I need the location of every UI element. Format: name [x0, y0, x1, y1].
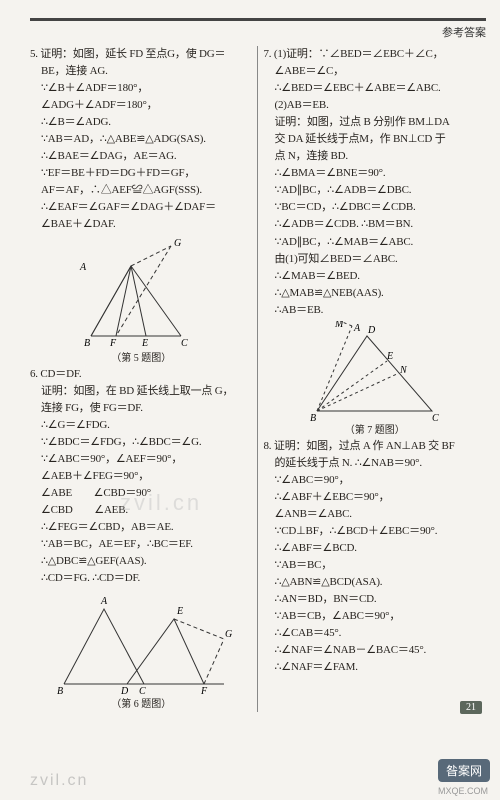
p7-l11: 由(1)可知∠BED＝∠ABC. — [275, 251, 487, 268]
header-rule — [30, 18, 486, 21]
header-title: 参考答案 — [30, 24, 486, 40]
p6-l2: ∴∠G＝∠FDG. — [41, 417, 253, 434]
p7-l12: ∴∠MAB＝∠BED. — [275, 268, 487, 285]
svg-text:B: B — [84, 338, 90, 349]
right-column: 7. (1)证明：∵∠BED＝∠EBC＋∠C， ∠ABE＝∠C， ∴∠BED＝∠… — [258, 46, 487, 712]
svg-text:D: D — [367, 325, 376, 336]
site-url: MXQE.COM — [438, 786, 488, 796]
p6-l3: ∵∠BDC＝∠FDG，∴∠BDC＝∠G. — [41, 434, 253, 451]
stamp: 昝案网 — [438, 759, 490, 782]
p7-l0: ∠ABE＝∠C， — [275, 63, 487, 80]
svg-text:G: G — [174, 238, 181, 249]
p8-l1: ∵∠ABC＝90°， — [275, 472, 487, 489]
p5-l7: AF＝AF，∴△AEF≌△AGF(SSS). — [41, 182, 253, 199]
p7-l5: 点 N，连接 BD. — [275, 148, 487, 165]
svg-text:G: G — [225, 629, 232, 640]
p6-l6: ∠ABE ∠CBD＝90° — [41, 485, 253, 502]
fig6: A B C D E F G （第 6 题图） — [30, 589, 253, 710]
p8-l6: ∵AB＝BC， — [275, 557, 487, 574]
svg-text:B: B — [57, 686, 63, 697]
p5-l3: ∴∠B＝∠ADG. — [41, 114, 253, 131]
p5-l1: ∵∠B＋∠ADF＝180°， — [41, 80, 253, 97]
p6-l1: 连接 FG，使 FG＝DF. — [41, 400, 253, 417]
p5-l5: ∴∠BAE＝∠DAG，AE＝AG. — [41, 148, 253, 165]
left-column: 5. 证明：如图，延长 FD 至点G，使 DG＝ BE，连接 AG. ∵∠B＋∠… — [30, 46, 258, 712]
fig7-svg: B C D A M N E — [302, 321, 447, 423]
fig6-svg: A B C D E F G — [49, 589, 234, 697]
p8-l4: ∵CD⊥BF，∴∠BCD＋∠EBC＝90°. — [275, 523, 487, 540]
p7-l3: 证明：如图，过点 B 分别作 BM⊥DA — [275, 114, 487, 131]
p5-l2: ∠ADG＋∠ADF＝180°， — [41, 97, 253, 114]
p5-l9: ∠BAE＋∠DAF. — [41, 216, 253, 233]
fig5: A B E F C G （第 5 题图） — [30, 236, 253, 364]
p7-l8: ∵BC＝CD，∴∠DBC＝∠CDB. — [275, 199, 487, 216]
svg-text:C: C — [181, 338, 188, 349]
p6-l9: ∵AB＝BC，AE＝EF，∴BC＝EF. — [41, 536, 253, 553]
page: 参考答案 5. 证明：如图，延长 FD 至点G，使 DG＝ BE，连接 AG. … — [0, 0, 500, 722]
svg-text:E: E — [386, 351, 393, 362]
p8-l3: ∠ANB＝∠ABC. — [275, 506, 487, 523]
p6-l10: ∴△DBC≌△GEF(AAS). — [41, 553, 253, 570]
p8-l2: ∴∠ABF＋∠EBC＝90°， — [275, 489, 487, 506]
svg-text:B: B — [310, 413, 316, 423]
p8-head: 8. 证明：如图，过点 A 作 AN⊥AB 交 BF — [264, 438, 487, 455]
p7-l7: ∵AD∥BC，∴∠ADB＝∠DBC. — [275, 182, 487, 199]
page-number: 21 — [460, 701, 482, 714]
p7-l6: ∴∠BMA＝∠BNE＝90°. — [275, 165, 487, 182]
fig6-caption: （第 6 题图） — [30, 695, 253, 710]
p8-l10: ∴∠CAB＝45°. — [275, 625, 487, 642]
p7-l1: ∴∠BED＝∠EBC＋∠ABE＝∠ABC. — [275, 80, 487, 97]
p7-l9: ∴∠ADB＝∠CDB. ∴BM＝BN. — [275, 216, 487, 233]
p6-l11: ∴CD＝FG. ∴CD＝DF. — [41, 570, 253, 587]
svg-text:N: N — [399, 365, 408, 376]
p7-l14: ∴AB＝EB. — [275, 302, 487, 319]
fig5-svg: A B E F C G — [76, 236, 206, 351]
p6-body: 证明：如图，在 BD 延长线上取一点 G， 连接 FG，使 FG＝DF. ∴∠G… — [30, 383, 253, 588]
p7-l13: ∴△MAB≌△NEB(AAS). — [275, 285, 487, 302]
p7-head: 7. (1)证明：∵∠BED＝∠EBC＋∠C， — [264, 46, 487, 63]
svg-text:E: E — [176, 606, 183, 617]
p6-l5: ∠AEB＋∠FEG＝90°， — [41, 468, 253, 485]
p8-body: 的延长线于点 N. ∴∠NAB＝90°. ∵∠ABC＝90°， ∴∠ABF＋∠E… — [264, 455, 487, 677]
p6-l0: 证明：如图，在 BD 延长线上取一点 G， — [41, 383, 253, 400]
svg-text:F: F — [200, 686, 208, 697]
svg-text:A: A — [353, 323, 361, 334]
p8-l8: ∴AN＝BD，BN＝CD. — [275, 591, 487, 608]
p8-l11: ∴∠NAF＝∠NAB－∠BAC＝45°. — [275, 642, 487, 659]
p7-l4: 交 DA 延长线于点M，作 BN⊥CD 于 — [275, 131, 487, 148]
p8-l7: ∴△ABN≌△BCD(ASA). — [275, 574, 487, 591]
p6-l8: ∴∠FEG＝∠CBD，AB＝AE. — [41, 519, 253, 536]
svg-text:A: A — [79, 262, 87, 273]
p8-l5: ∴∠ABF＝∠BCD. — [275, 540, 487, 557]
p5-l4: ∵AB＝AD，∴△ABE≌△ADG(SAS). — [41, 131, 253, 148]
p7-l2: (2)AB＝EB. — [275, 97, 487, 114]
p8-l9: ∵AB＝CB，∠ABC＝90°， — [275, 608, 487, 625]
fig5-caption: （第 5 题图） — [30, 349, 253, 364]
p8-l12: ∴∠NAF＝∠FAM. — [275, 659, 487, 676]
p7-l10: ∵AD∥BC，∴∠MAB＝∠ABC. — [275, 234, 487, 251]
svg-text:F: F — [109, 338, 117, 349]
svg-text:A: A — [100, 596, 108, 607]
p6-head: 6. CD＝DF. — [30, 366, 253, 383]
p8-l0: 的延长线于点 N. ∴∠NAB＝90°. — [275, 455, 487, 472]
p6-l4: ∵∠ABC＝90°，∠AEF＝90°， — [41, 451, 253, 468]
p5-head: 5. 证明：如图，延长 FD 至点G，使 DG＝ — [30, 46, 253, 63]
columns: 5. 证明：如图，延长 FD 至点G，使 DG＝ BE，连接 AG. ∵∠B＋∠… — [30, 46, 486, 712]
watermark-bottom: zvil.cn — [30, 772, 88, 790]
p6-l7: ∠CBD ∠AEB. — [41, 502, 253, 519]
p5-l8: ∴∠EAF＝∠GAF＝∠DAG＋∠DAF＝ — [41, 199, 253, 216]
svg-text:M: M — [334, 321, 344, 330]
svg-text:C: C — [432, 413, 439, 423]
p5-l0: BE，连接 AG. — [41, 63, 253, 80]
fig7-caption: （第 7 题图） — [264, 421, 487, 436]
p5-l6: ∵EF＝BE＋FD＝DG＋FD＝GF， — [41, 165, 253, 182]
fig7: B C D A M N E （第 7 题图） — [264, 321, 487, 436]
p7-body: ∠ABE＝∠C， ∴∠BED＝∠EBC＋∠ABE＝∠ABC. (2)AB＝EB.… — [264, 63, 487, 319]
svg-text:E: E — [141, 338, 148, 349]
p5-body: BE，连接 AG. ∵∠B＋∠ADF＝180°， ∠ADG＋∠ADF＝180°，… — [30, 63, 253, 233]
